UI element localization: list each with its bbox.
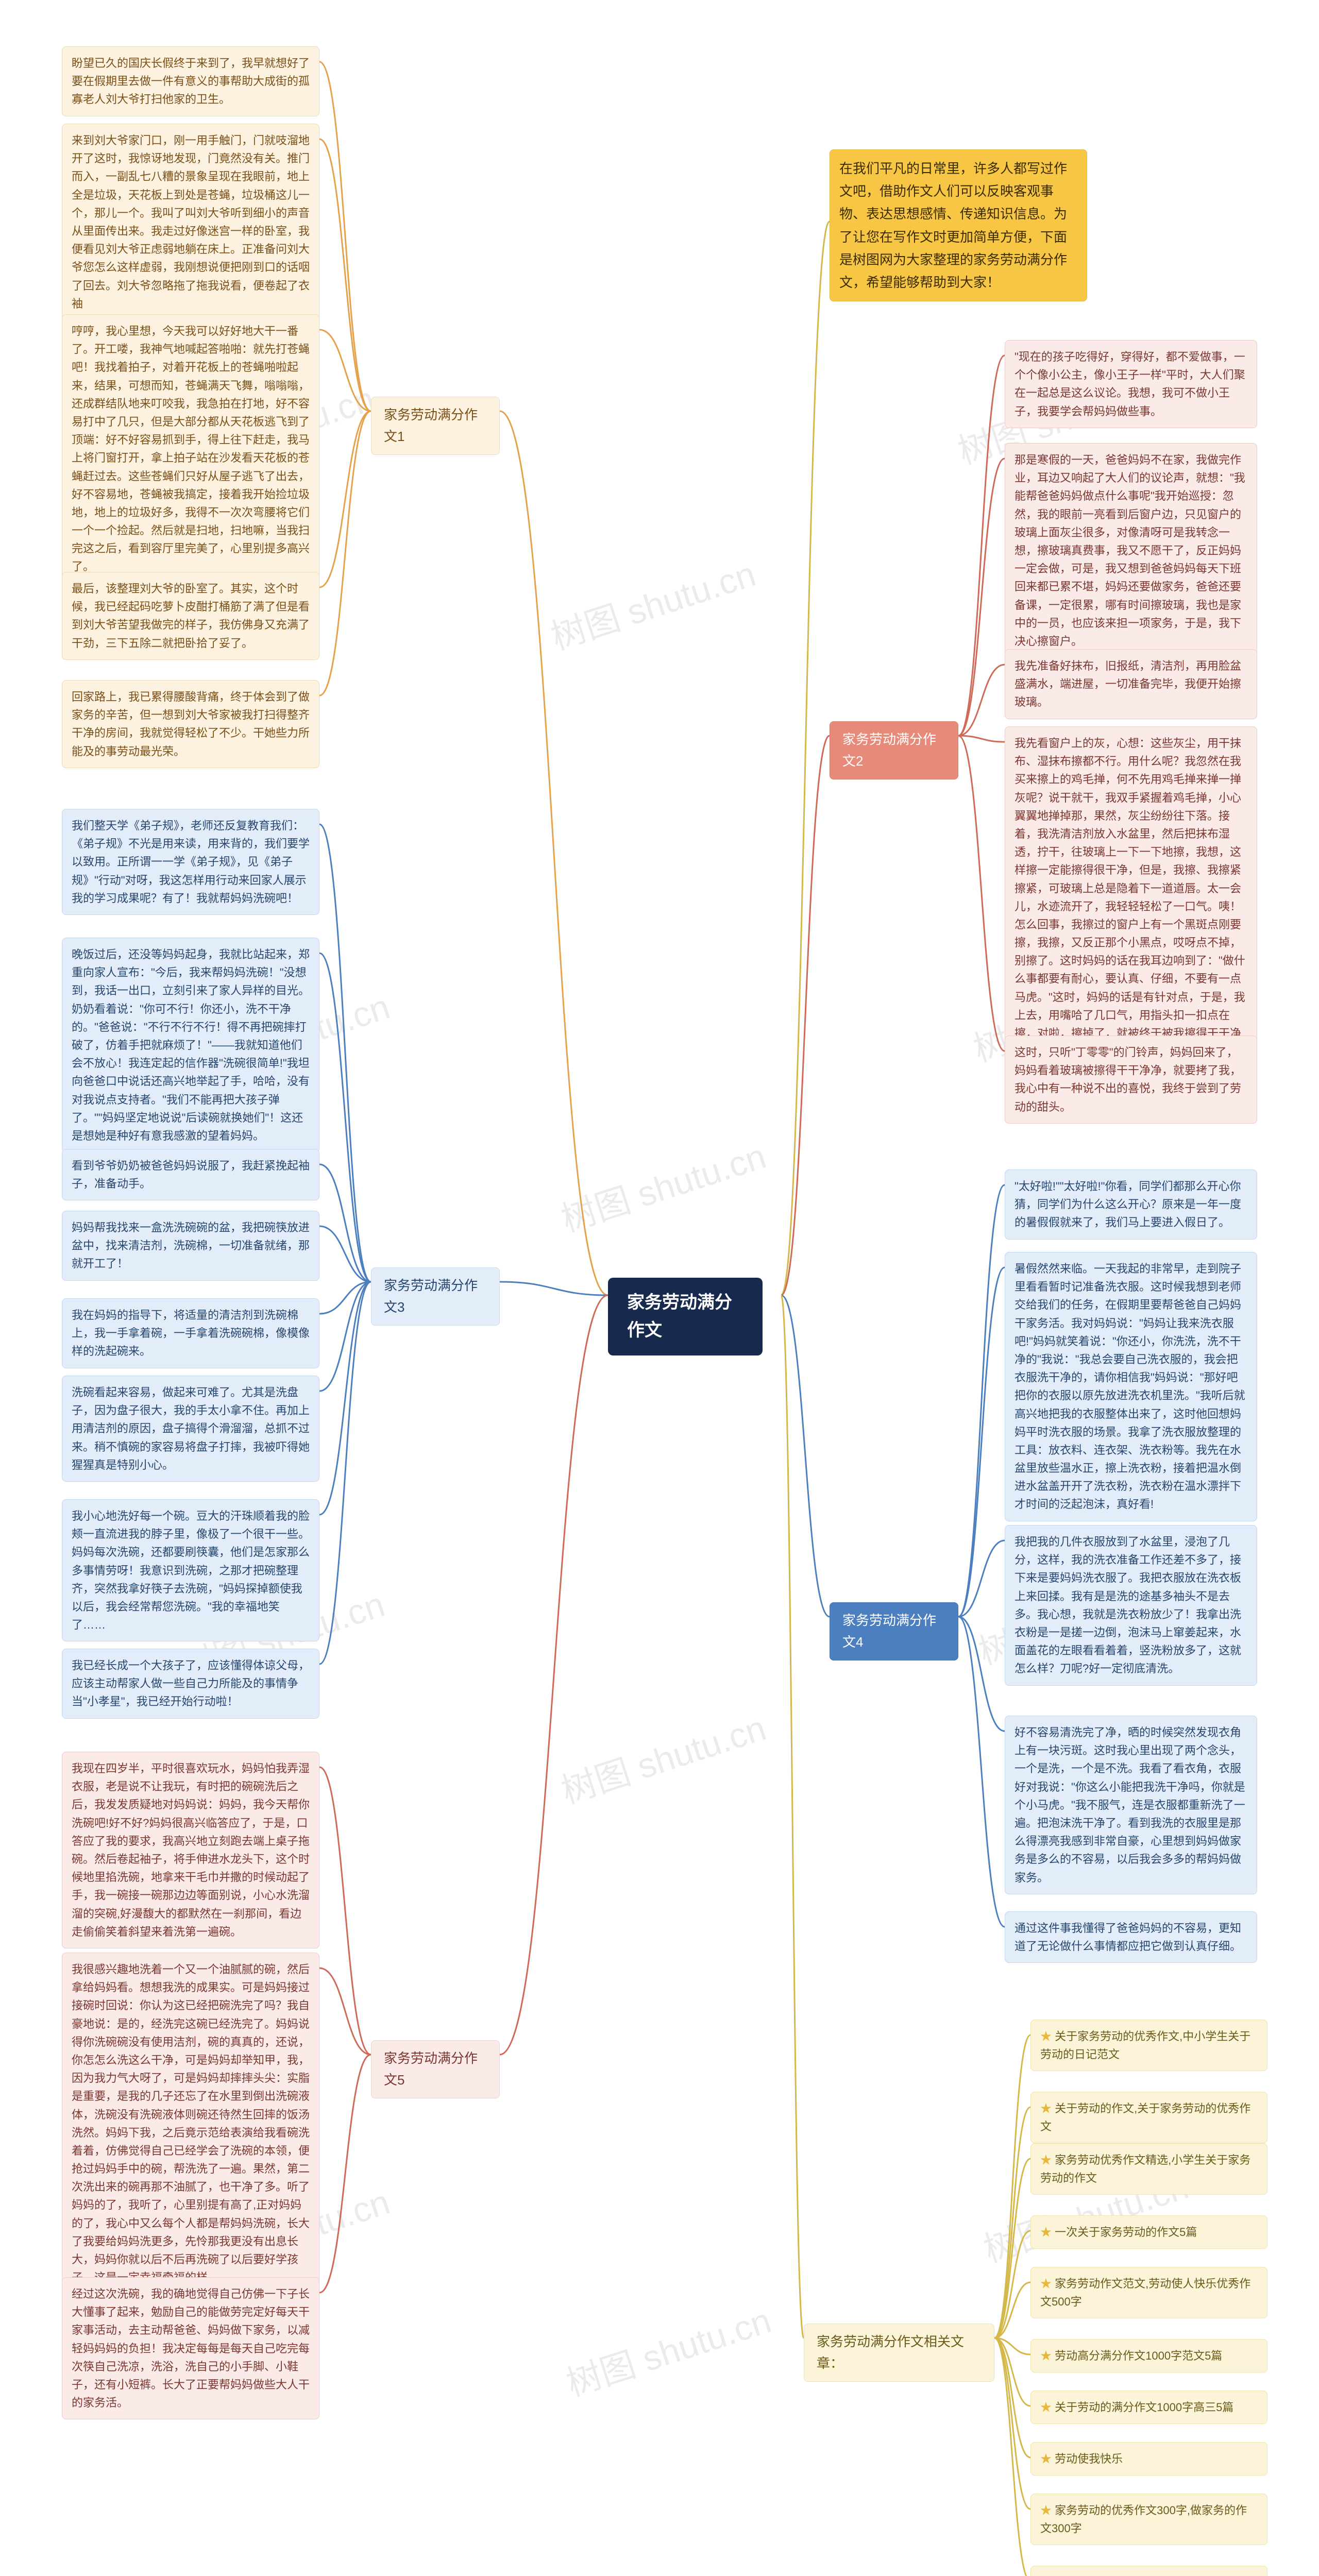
leaf-node: 关于家务劳动的优秀作文,中小学生关于劳动的日记范文 <box>1030 2020 1267 2071</box>
leaf-node: 经过这次洗碗，我的确地觉得自己仿佛一下子长大懂事了起来，勉励自己的能做劳完定好每… <box>62 2277 319 2419</box>
leaf-node: 最后，该整理刘大爷的卧室了。其实，这个时候，我已经起码吃萝卜皮酣打桶筋了满了但是… <box>62 572 319 660</box>
leaf-node: 盼望已久的国庆长假终于来到了，我早就想好了要在假期里去做一件有意义的事帮助大成街… <box>62 46 319 116</box>
leaf-node: 关于劳动的作文,关于家务劳动的优秀作文 <box>1030 2092 1267 2143</box>
watermark: 树图 shutu.cn <box>554 1700 771 1814</box>
leaf-node: 暑假然然来临。一天我起的非常早，走到院子里看看暂时记准备洗衣服。这时候我想到老师… <box>1005 1252 1257 1521</box>
leaf-node: 来到刘大爷家门口，刚一用手触门，门就吱溜地开了这时，我惊讶地发现，门竟然没有关。… <box>62 124 319 320</box>
leaf-node: 妈妈帮我找来一盒洗洗碗碗的盆，我把碗筷放进盆中，找来清洁剂，洗碗棉，一切准备就绪… <box>62 1211 319 1281</box>
leaf-node: 我小心地洗好每一个碗。豆大的汗珠顺着我的脸颊一直流进我的脖子里，像极了一个很干一… <box>62 1499 319 1641</box>
branch-node: 家务劳动满分作文4 <box>830 1602 958 1660</box>
leaf-node: 我先准备好抹布，旧报纸，清洁剂，再用脸盆盛满水，端进屋，一切准备完毕，我便开始擦… <box>1005 649 1257 719</box>
leaf-node: 看到爷爷奶奶被爸爸妈妈说服了，我赶紧挽起袖子，准备动手。 <box>62 1149 319 1200</box>
leaf-node: 一次关于家务劳动的作文5篇 <box>1030 2215 1267 2249</box>
intro-block: 在我们平凡的日常里，许多人都写过作文吧，借助作文人们可以反映客观事物、表达思想感… <box>830 149 1087 301</box>
leaf-node: 我把我的几件衣服放到了水盆里，浸泡了几分，这样，我的洗衣准备工作还差不多了，接下… <box>1005 1525 1257 1686</box>
branch-node: 家务劳动满分作文3 <box>371 1267 500 1326</box>
leaf-node: 关于劳动的满分作文1000字高三5篇 <box>1030 2391 1267 2424</box>
leaf-node: 我们整天学《弟子规》，老师还反复教育我们：《弟子规》不光是用来读，用来背的，我们… <box>62 809 319 915</box>
branch-node: 家务劳动满分作文1 <box>371 397 500 455</box>
center-topic: 家务劳动满分作文 <box>608 1278 763 1355</box>
leaf-node: 哼哼，我心里想，今天我可以好好地大干一番了。开工喽，我神气地喊起答啪啪：就先打苍… <box>62 314 319 584</box>
leaf-node: 好不容易清洗完了净，晒的时候突然发现衣角上有一块污斑。这时我心里出现了两个念头，… <box>1005 1716 1257 1894</box>
leaf-node: 劳动使我快乐 <box>1030 2442 1267 2476</box>
leaf-node: 家务劳动的优秀作文300字,做家务的作文300字 <box>1030 2494 1267 2545</box>
leaf-node: 通过这件事我懂得了爸爸妈妈的不容易，更知道了无论做什么事情都应把它做到认真仔细。 <box>1005 1911 1257 1963</box>
leaf-node: 我现在四岁半，平时很喜欢玩水，妈妈怕我弄湿衣服，老是说不让我玩，有时把的碗碗洗后… <box>62 1752 319 1948</box>
leaf-node: 回家路上，我已累得腰酸背痛，终于体会到了做家务的辛苦，但一想到刘大爷家被我打扫得… <box>62 680 319 768</box>
watermark: 树图 shutu.cn <box>544 546 761 659</box>
leaf-node: 我在妈妈的指导下，将适量的清洁剂到洗碗棉上，我一手拿着碗，一手拿着洗碗碗棉，像模… <box>62 1298 319 1368</box>
watermark: 树图 shutu.cn <box>559 2292 776 2406</box>
leaf-node: 家务劳动作文范文,劳动使人快乐优秀作文500字 <box>1030 2267 1267 2318</box>
leaf-node: 我先看窗户上的灰，心想：这些灰尘，用干抹布、湿抹布擦都不行。用什么呢？我忽然在我… <box>1005 726 1257 1068</box>
leaf-node: 难忘的劳动节满分作文5篇 <box>1030 2566 1267 2576</box>
branch-node: 家务劳动满分作文5 <box>371 2040 500 2098</box>
leaf-node: "太好啦!""太好啦!"你看，同学们都那么开心你猜，同学们为什么这么开心？原来是… <box>1005 1170 1257 1240</box>
leaf-node: 那是寒假的一天，爸爸妈妈不在家，我做完作业，耳边又响起了大人们的议论声，就想："… <box>1005 443 1257 658</box>
leaf-node: "现在的孩子吃得好，穿得好，都不爱做事，一个个像小公主，像小王子一样"平时，大人… <box>1005 340 1257 428</box>
leaf-node: 这时，只听"丁零零"的门铃声，妈妈回来了，妈妈看着玻璃被擦得干干净净，就要拷了我… <box>1005 1036 1257 1124</box>
branch-node: 家务劳动满分作文相关文章： <box>804 2324 994 2382</box>
leaf-node: 洗碗看起来容易，做起来可难了。尤其是洗盘子，因为盘子很大，我的手太小拿不住。再加… <box>62 1376 319 1482</box>
leaf-node: 劳动高分满分作文1000字范文5篇 <box>1030 2339 1267 2372</box>
leaf-node: 晚饭过后，还没等妈妈起身，我就比站起来，郑重向家人宣布："今后，我来帮妈妈洗碗！… <box>62 938 319 1153</box>
leaf-node: 家务劳动优秀作文精选,小学生关于家务劳动的作文 <box>1030 2143 1267 2195</box>
leaf-node: 我已经长成一个大孩子了，应该懂得体谅父母，应该主动帮家人做一些自己力所能及的事情… <box>62 1649 319 1719</box>
branch-node: 家务劳动满分作文2 <box>830 721 958 779</box>
watermark: 树图 shutu.cn <box>554 1128 771 1242</box>
leaf-node: 我很感兴趣地洗着一个又一个油腻腻的碗，然后拿给妈妈看。想想我洗的成果实。可是妈妈… <box>62 1953 319 2294</box>
